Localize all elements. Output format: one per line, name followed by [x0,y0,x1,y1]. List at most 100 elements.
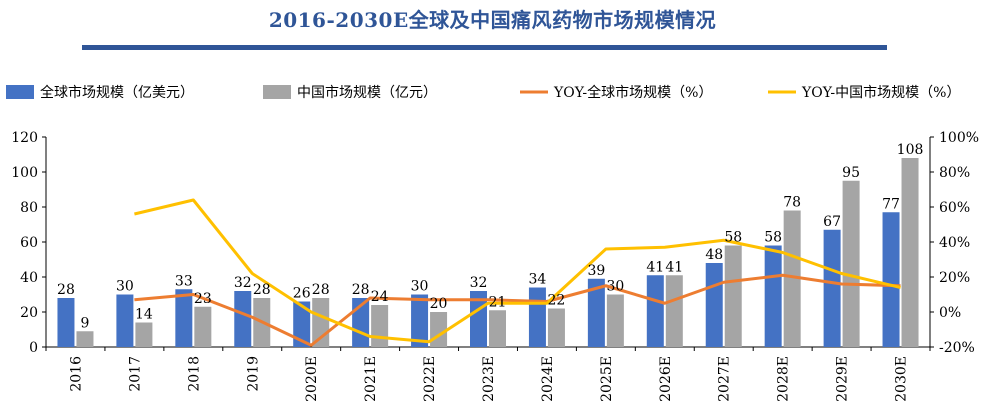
legend-swatch-1 [6,85,34,99]
legend-swatch-2 [263,85,291,99]
axes: 020406080100120-20%0%20%40%60%80%100%201… [11,130,979,402]
china-bar-2029E [842,180,860,347]
legend: 全球市场规模（亿美元） 中国市场规模（亿元） YOY-全球市场规模（%） YOY-中国… [6,84,960,101]
x-tick-label: 2030E [894,356,910,402]
china-bar-2025E [606,294,624,347]
china-bar-2030E [901,158,919,347]
global-bar-2022E [411,294,429,347]
china-value-label-2023E: 21 [489,294,507,310]
x-tick-label: 2017 [127,356,143,392]
global-value-label-2026E: 41 [646,259,664,275]
global-bar-2016 [57,298,75,347]
legend-label-1: 全球市场规模（亿美元） [40,84,194,101]
china-bar-2023E [489,310,506,347]
yoy-china-line [134,198,901,344]
bars [57,158,919,347]
china-bar-2018 [194,306,212,347]
x-tick-label: 2022E [422,356,438,402]
china-bar-2022E [430,312,448,347]
left-tick-label: 0 [29,340,38,356]
lines [134,198,901,347]
x-tick-label: 2020E [304,356,320,402]
global-value-label-2021E: 28 [352,282,370,298]
right-tick-label: 40% [939,235,970,251]
global-value-label-2029E: 67 [823,214,841,230]
china-bar-2026E [665,275,683,347]
china-value-label-2017: 14 [135,307,153,323]
global-value-label-2017: 30 [116,279,134,295]
left-tick-label: 120 [11,130,38,146]
china-bar-2020E [312,298,330,347]
global-bar-2018 [175,289,193,347]
global-value-label-2016: 28 [57,282,75,298]
china-value-label-2021E: 24 [371,289,389,305]
legend-label-2: 中国市场规模（亿元） [297,84,437,101]
china-value-label-2019: 28 [253,282,271,298]
china-value-label-2027E: 58 [724,230,742,246]
china-value-label-2024E: 22 [548,293,566,309]
global-value-label-2024E: 34 [529,272,547,288]
yoy-global-line [134,273,901,347]
x-tick-label: 2023E [481,356,497,402]
x-tick-label: 2028E [776,356,792,402]
global-bar-2020E [293,301,311,347]
global-bar-2017 [116,294,134,347]
china-value-label-2020E: 28 [312,282,330,298]
global-value-label-2028E: 58 [764,230,782,246]
china-bar-2017 [135,322,153,347]
left-tick-label: 20 [20,305,38,321]
china-bar-2016 [76,331,94,347]
global-bar-2025E [587,278,605,347]
china-bar-2021E [371,305,389,347]
x-tick-label: 2016 [68,356,84,392]
chart-title: 2016-2030E全球及中国痛风药物市场规模情况 [268,8,717,32]
legend-label-3: YOY-全球市场规模（%） [553,84,712,101]
x-tick-label: 2024E [540,356,556,402]
global-bar-2028E [764,245,782,347]
china-value-label-2028E: 78 [783,195,801,211]
global-value-label-2027E: 48 [705,247,723,263]
global-value-label-2030E: 77 [882,196,900,212]
global-bar-2024E [528,287,546,347]
x-tick-label: 2025E [599,356,615,402]
global-bar-2019 [234,291,252,347]
global-value-label-2019: 32 [234,275,252,291]
china-bar-2028E [783,210,801,347]
global-value-label-2018: 33 [175,273,193,289]
china-value-label-2018: 23 [194,291,212,307]
global-bar-2029E [823,229,841,347]
china-value-label-2022E: 20 [430,296,448,312]
right-tick-label: 80% [939,165,970,181]
right-tick-label: 20% [939,270,970,286]
global-bar-2030E [882,212,900,347]
left-tick-label: 60 [20,235,38,251]
global-value-label-2023E: 32 [470,275,488,291]
title-underline [82,45,887,50]
left-tick-label: 80 [20,200,38,216]
global-value-label-2022E: 30 [411,279,429,295]
left-tick-label: 100 [11,165,38,181]
x-tick-label: 2026E [658,356,674,402]
x-tick-label: 2019 [245,356,261,392]
global-bar-2026E [646,275,664,347]
china-value-label-2016: 9 [81,315,90,331]
right-tick-label: 100% [939,130,979,146]
x-tick-label: 2018 [186,356,202,392]
legend-label-4: YOY-中国市场规模（%） [801,84,960,101]
global-bar-2027E [705,263,723,347]
china-value-label-2029E: 95 [842,165,860,181]
global-value-label-2025E: 39 [587,263,605,279]
china-bar-2024E [547,308,565,347]
china-value-label-2025E: 30 [606,279,624,295]
right-tick-label: -20% [939,340,975,356]
china-value-label-2026E: 41 [665,259,683,275]
global-value-label-2020E: 26 [293,286,311,302]
right-tick-label: 60% [939,200,970,216]
x-tick-label: 2021E [363,356,379,402]
right-tick-label: 0% [939,305,961,321]
x-tick-label: 2029E [835,356,851,402]
china-value-label-2030E: 108 [897,142,924,158]
left-tick-label: 40 [20,270,38,286]
